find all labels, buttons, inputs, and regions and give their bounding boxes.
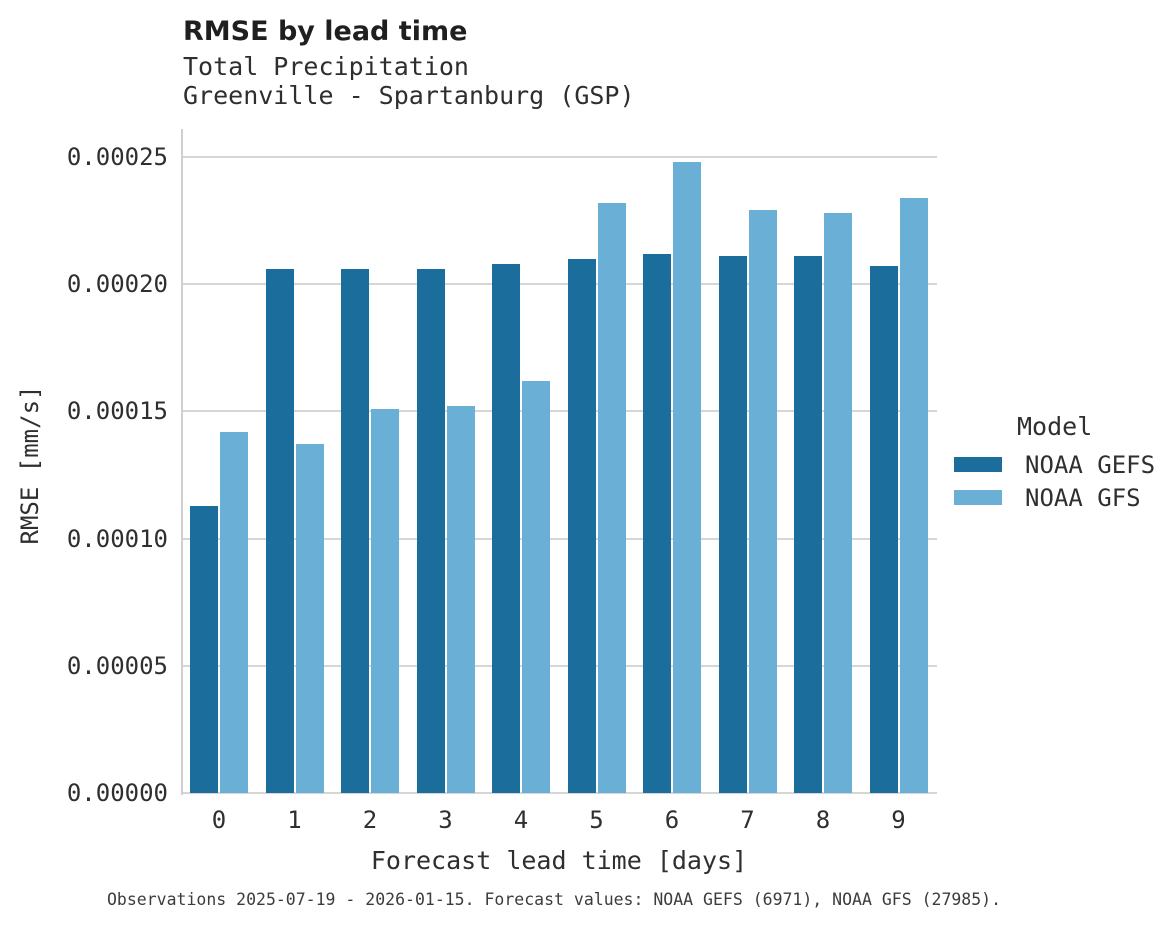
bar-noaa-gefs-day-1 [265,269,294,793]
bar-noaa-gefs-day-0 [190,506,218,793]
bar-noaa-gfs-day-8 [824,213,852,793]
legend-label-noaa-gefs: NOAA GEFS [1025,451,1156,479]
x-tick-label-9: 9 [891,806,906,834]
bar-noaa-gefs-day-4 [492,264,520,793]
bar-noaa-gefs-day-8 [794,256,822,793]
y-tick-label-0.00025: 0.00025 [66,143,168,171]
chart-subtitle-location: Greenville - Spartanburg (GSP) [183,81,635,110]
chart-title: RMSE by lead time [183,16,468,47]
legend-swatch-noaa-gefs [954,457,1002,472]
x-tick-label-6: 6 [664,806,680,834]
x-tick-label-4: 4 [513,806,529,834]
x-axis-label: Forecast lead time [days] [370,846,748,875]
caption: Observations 2025-07-19 - 2026-01-15. Fo… [107,890,1002,909]
x-tick-label-2: 2 [362,806,378,834]
gridline-0.00005 [181,665,937,667]
y-tick-label-0.00020: 0.00020 [66,270,168,298]
chart-subtitle-variable: Total Precipitation [183,52,469,81]
legend-label-noaa-gfs: NOAA GFS [1025,484,1141,512]
y-tick-label-0.00000: 0.00000 [66,779,168,807]
y-tick-label-0.00010: 0.00010 [66,525,168,553]
bar-noaa-gefs-day-3 [416,269,445,793]
bar-noaa-gfs-day-2 [371,409,399,793]
x-tick-label-8: 8 [815,806,831,834]
bar-noaa-gefs-day-9 [869,266,898,793]
legend-title: Model [1017,412,1093,441]
bar-noaa-gfs-day-5 [597,203,626,793]
x-tick-label-3: 3 [438,806,453,834]
x-tick-label-7: 7 [740,806,755,834]
bar-noaa-gfs-day-4 [522,381,550,793]
bar-noaa-gfs-day-3 [446,406,475,793]
gridline-0.00000 [181,792,937,794]
gridline-0.00010 [181,538,937,540]
bar-noaa-gfs-day-0 [220,432,248,793]
x-tick-label-0: 0 [211,806,227,834]
y-axis-spine [181,129,183,795]
bar-noaa-gefs-day-2 [341,269,369,793]
y-axis-label: RMSE [mm/s] [16,385,44,545]
bar-noaa-gfs-day-6 [673,162,701,793]
bar-noaa-gefs-day-5 [567,259,596,793]
bar-noaa-gfs-day-9 [899,198,928,793]
x-tick-label-5: 5 [589,806,604,834]
x-tick-label-1: 1 [287,806,302,834]
gridline-0.00020 [181,283,937,285]
gridline-0.00015 [181,410,937,412]
bar-noaa-gfs-day-7 [748,210,777,793]
y-tick-label-0.00015: 0.00015 [66,397,168,425]
y-tick-label-0.00005: 0.00005 [66,652,168,680]
bar-noaa-gefs-day-7 [718,256,747,793]
bar-noaa-gefs-day-6 [643,254,671,793]
bar-noaa-gfs-day-1 [295,444,324,793]
legend-swatch-noaa-gfs [954,490,1002,505]
gridline-0.00025 [181,156,937,158]
